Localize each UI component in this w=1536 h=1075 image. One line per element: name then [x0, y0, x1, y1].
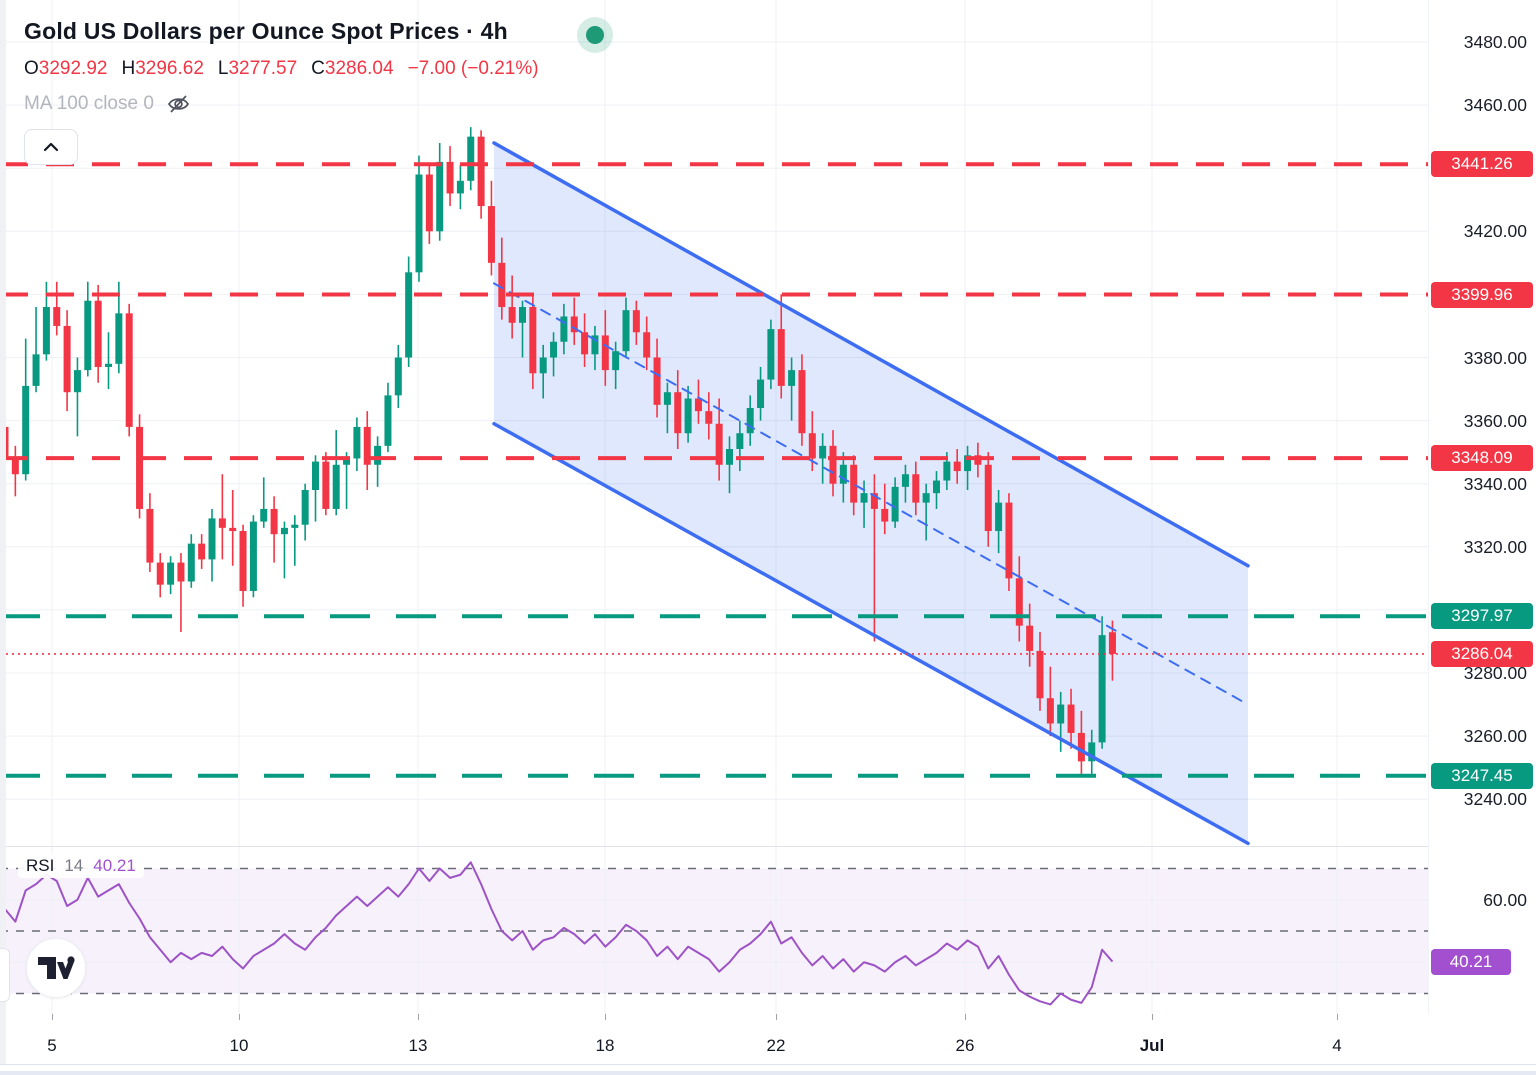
pane-divider[interactable]	[0, 846, 1536, 847]
price-level-badge: 3441.26	[1431, 151, 1533, 178]
time-tick-label: 10	[229, 1036, 249, 1055]
eye-off-icon[interactable]	[166, 92, 191, 116]
time-tick-notch	[1337, 1014, 1338, 1020]
price-level-badge: 3348.09	[1431, 445, 1533, 472]
time-tick-label: 13	[408, 1036, 428, 1055]
rsi-grid	[0, 846, 1428, 1014]
trend-channel[interactable]	[492, 141, 1250, 846]
price-level-badge: 3399.96	[1431, 281, 1533, 308]
time-tick-label: 26	[955, 1036, 975, 1055]
change-value: −7.00 (−0.21%)	[407, 58, 539, 79]
time-tick-notch	[605, 1014, 606, 1020]
chevron-up-icon	[43, 142, 59, 152]
rsi-legend[interactable]: RSI 14 40.21	[18, 854, 144, 878]
time-tick-label: 5	[47, 1036, 57, 1055]
low-value: 3277.57	[228, 58, 298, 79]
price-axis-label: 3480.00	[1463, 32, 1527, 52]
time-tick-label: 22	[766, 1036, 786, 1055]
collapse-legend-button[interactable]	[24, 129, 78, 165]
high-label: H	[121, 58, 136, 79]
time-tick-label: 18	[595, 1036, 615, 1055]
time-tick-notch	[418, 1014, 419, 1020]
price-axis-label: 3240.00	[1463, 789, 1527, 810]
price-axis-label: 3320.00	[1463, 536, 1527, 557]
open-label: O	[24, 58, 39, 79]
grid	[0, 0, 1428, 846]
price-level-badge: 3286.04	[1431, 640, 1533, 667]
high-value: 3296.62	[135, 58, 204, 79]
time-tick-notch	[239, 1014, 240, 1020]
price-axis[interactable]: 3480.00 3460.00 3420.00 3380.00 3360.00 3340.…	[1428, 0, 1536, 1014]
price-axis-label: 3360.00	[1463, 410, 1527, 431]
time-axis[interactable]: 5 10 13 18 22 26 Jul 4	[0, 1014, 1536, 1064]
bottom-border	[0, 1064, 1536, 1065]
low-label: L	[217, 58, 229, 79]
price-axis-label: 3280.00	[1463, 663, 1527, 683]
price-axis-label: 3460.00	[1463, 95, 1527, 116]
close-value: 3286.04	[324, 58, 394, 79]
tradingview-logo[interactable]	[26, 938, 86, 998]
price-axis-label: 3420.00	[1463, 221, 1527, 242]
time-tick-notch	[1152, 1014, 1153, 1020]
main-chart-pane[interactable]	[0, 0, 1428, 846]
price-axis-label: 3340.00	[1463, 473, 1527, 494]
panel-handle[interactable]	[0, 948, 10, 1002]
rsi-name: RSI	[26, 856, 55, 875]
price-axis-label: 3380.00	[1463, 347, 1527, 368]
indicator-label: MA 100 close 0	[24, 93, 154, 114]
time-tick-notch	[776, 1014, 777, 1020]
open-value: 3292.92	[38, 58, 108, 79]
tradingview-logo-icon	[38, 956, 75, 979]
time-tick-label: Jul	[1139, 1036, 1165, 1055]
rsi-period: 14	[64, 856, 84, 875]
bottom-strip	[0, 1071, 1536, 1075]
rsi-value-badge: 40.21	[1431, 948, 1511, 975]
rsi-pane[interactable]	[0, 846, 1428, 1014]
price-level-badge: 3297.97	[1431, 603, 1533, 630]
market-status-dot[interactable]	[586, 26, 604, 44]
symbol-title[interactable]: Gold US Dollars per Ounce Spot Prices · …	[24, 18, 508, 44]
time-tick-label: 4	[1332, 1036, 1342, 1055]
close-label: C	[311, 58, 325, 79]
time-tick-notch	[965, 1014, 966, 1020]
rsi-value: 40.21	[93, 856, 136, 875]
ohlc-readout: O3292.92 H3296.62 L3277.57 C3286.04 −7.00 (−…	[24, 58, 553, 80]
time-tick-notch	[52, 1014, 53, 1020]
indicator-legend[interactable]: MA 100 close 0	[24, 92, 191, 116]
price-level-badge: 3247.45	[1431, 762, 1533, 789]
left-edge-strip	[0, 0, 6, 1064]
rsi-line	[4, 861, 1114, 1006]
price-axis-label: 3260.00	[1463, 726, 1527, 747]
rsi-axis-label: 60.00	[1483, 889, 1527, 910]
alert-level-lines[interactable]	[0, 162, 1428, 778]
